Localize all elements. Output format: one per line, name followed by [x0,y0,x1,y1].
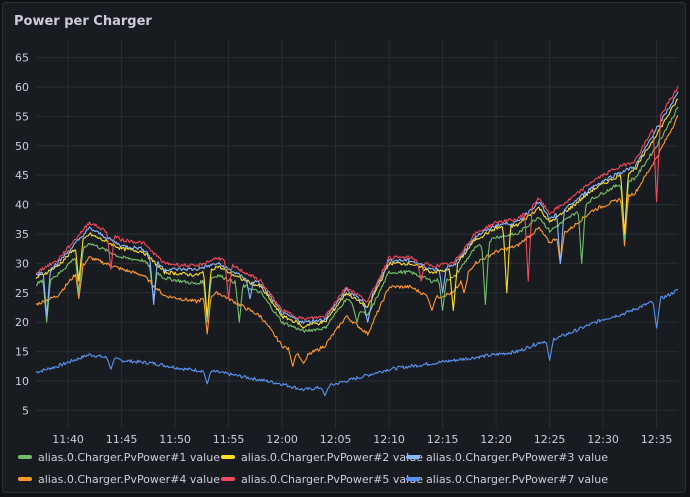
x-tick-label: 11:55 [213,433,245,446]
series-lines [35,85,679,397]
y-tick-label: 15 [15,346,29,359]
x-tick-label: 12:00 [266,433,298,446]
gridlines [36,40,678,428]
x-tick-label: 12:20 [480,433,512,446]
legend-label: alias.0.Charger.PvPower#2 value [241,450,423,464]
y-tick-label: 60 [15,81,29,94]
series-line-5 [35,85,679,321]
y-tick-label: 5 [22,404,29,417]
x-tick-label: 12:30 [587,433,619,446]
y-tick-label: 40 [15,199,29,212]
series-line-4 [35,115,679,367]
legend-swatch [18,455,32,459]
panel-title: Power per Charger [14,14,152,29]
series-line-2 [35,98,679,329]
x-tick-label: 12:35 [641,433,673,446]
legend-swatch [18,477,32,481]
series-line-6 [35,288,679,397]
y-tick-label: 25 [15,287,29,300]
legend-label: alias.0.Charger.PvPower#7 value [426,472,608,486]
x-tick-label: 12:15 [427,433,459,446]
series-line-3 [35,91,679,324]
legend-label: alias.0.Charger.PvPower#4 value [38,472,220,486]
legend-item[interactable]: alias.0.Charger.PvPower#1 value [18,448,220,466]
y-tick-label: 65 [15,52,29,65]
x-tick-label: 11:40 [52,433,84,446]
y-axis: 5 10 15 20 25 30 35 40 45 50 55 60 65 [15,52,29,418]
x-tick-label: 11:45 [106,433,138,446]
x-axis: 11:40 11:45 11:50 11:55 12:00 12:05 12:10 12:15… [52,433,672,446]
legend-item[interactable]: alias.0.Charger.PvPower#7 value [406,470,608,488]
y-tick-label: 30 [15,257,29,270]
y-tick-label: 10 [15,375,29,388]
x-tick-label: 12:25 [534,433,566,446]
legend-item[interactable]: alias.0.Charger.PvPower#4 value [18,470,220,488]
x-tick-label: 12:05 [320,433,352,446]
legend-label: alias.0.Charger.PvPower#5 value [241,472,423,486]
legend-label: alias.0.Charger.PvPower#1 value [38,450,220,464]
legend-item[interactable]: alias.0.Charger.PvPower#3 value [406,448,608,466]
legend-swatch [406,455,420,459]
series-line-1 [35,106,679,333]
y-tick-label: 55 [15,110,29,123]
x-tick-label: 11:50 [159,433,191,446]
legend-item[interactable]: alias.0.Charger.PvPower#5 value [221,470,423,488]
y-tick-label: 20 [15,316,29,329]
legend-swatch [221,477,235,481]
y-tick-label: 50 [15,140,29,153]
legend-item[interactable]: alias.0.Charger.PvPower#2 value [221,448,423,466]
legend-swatch [221,455,235,459]
legend-label: alias.0.Charger.PvPower#3 value [426,450,608,464]
y-tick-label: 35 [15,228,29,241]
x-tick-label: 12:10 [373,433,405,446]
y-tick-label: 45 [15,169,29,182]
legend-swatch [406,477,420,481]
